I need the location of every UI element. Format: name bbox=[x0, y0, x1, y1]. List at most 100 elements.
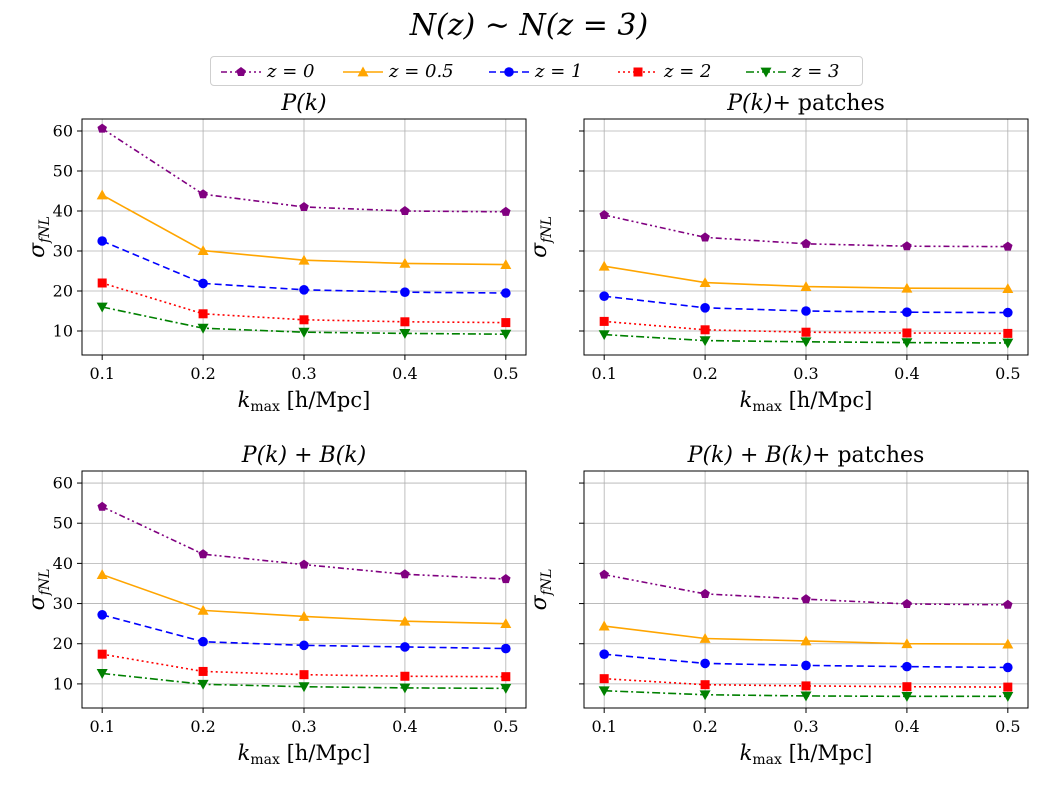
point-2-1-0 bbox=[96, 569, 108, 580]
point-3-0-2 bbox=[801, 594, 811, 604]
point-2-0-2 bbox=[299, 559, 309, 569]
legend-label-4: z = 3 bbox=[792, 61, 840, 82]
point-0-2-4 bbox=[501, 288, 511, 298]
panel-title-1: P(k)+ patches bbox=[726, 91, 885, 116]
xlabel-0: kmax [h/Mpc] bbox=[238, 388, 371, 415]
point-3-2-0 bbox=[599, 649, 609, 659]
point-3-0-3 bbox=[902, 598, 912, 609]
ytick-label-2-2: 30 bbox=[53, 594, 73, 613]
panel-title-0: P(k) bbox=[280, 91, 326, 116]
point-0-0-0 bbox=[97, 123, 107, 133]
xlabel-2: kmax [h/Mpc] bbox=[238, 741, 371, 768]
point-1-4-2 bbox=[800, 337, 812, 348]
ylabel-1: σfNL bbox=[527, 216, 555, 258]
point-1-2-2 bbox=[801, 306, 811, 316]
ylabel-2: σfNL bbox=[25, 569, 53, 611]
xtick-label-0-3: 0.4 bbox=[392, 364, 417, 383]
point-2-4-0 bbox=[96, 669, 108, 679]
xtick-label-0-2: 0.3 bbox=[291, 364, 316, 383]
xtick-label-3-1: 0.2 bbox=[692, 717, 717, 736]
point-0-4-4 bbox=[500, 329, 512, 340]
ylabel-3: σfNL bbox=[527, 569, 555, 611]
point-0-3-1 bbox=[198, 309, 208, 319]
legend-swatch-0 bbox=[221, 67, 261, 77]
point-1-1-4 bbox=[1002, 283, 1014, 293]
xlabel-3: kmax [h/Mpc] bbox=[740, 741, 873, 768]
point-1-1-2 bbox=[800, 281, 812, 291]
point-3-0-4 bbox=[1003, 599, 1013, 609]
xtick-label-2-0: 0.1 bbox=[89, 717, 114, 736]
xtick-label-3-4: 0.5 bbox=[995, 717, 1020, 736]
ytick-label-0-0: 10 bbox=[53, 322, 73, 341]
xtick-label-0-1: 0.2 bbox=[190, 364, 215, 383]
point-0-0-3 bbox=[400, 206, 410, 216]
point-3-3-4 bbox=[1003, 682, 1013, 692]
point-1-3-0 bbox=[599, 316, 609, 326]
point-3-4-4 bbox=[1002, 691, 1014, 702]
panel-0: 0.1 0.2 0.3 0.4 0.5 10 20 30 40 50 60 P(k) kmax [h/M… bbox=[25, 91, 527, 415]
point-2-2-2 bbox=[299, 640, 309, 651]
point-1-0-4 bbox=[1003, 241, 1013, 251]
point-0-3-2 bbox=[299, 315, 309, 325]
legend-swatch-4 bbox=[746, 67, 786, 78]
point-0-3-0 bbox=[97, 278, 107, 288]
point-2-0-0 bbox=[97, 501, 107, 511]
point-2-1-2 bbox=[298, 610, 310, 621]
legend-label-2: z = 1 bbox=[535, 61, 583, 82]
point-2-1-3 bbox=[399, 615, 411, 626]
panel-title-2: P(k) + B(k) bbox=[241, 443, 366, 468]
ytick-label-2-3: 40 bbox=[53, 554, 73, 573]
panel-3: 0.1 0.2 0.3 0.4 0.5 P(k) + B(k)+ patches kmax … bbox=[527, 443, 1029, 768]
point-1-1-3 bbox=[901, 282, 913, 293]
xtick-label-0-0: 0.1 bbox=[89, 364, 114, 383]
legend-swatch-2 bbox=[489, 67, 529, 77]
point-1-2-3 bbox=[902, 307, 912, 318]
point-2-4-1 bbox=[197, 679, 209, 690]
point-0-1-2 bbox=[298, 254, 310, 265]
point-1-1-1 bbox=[699, 277, 711, 287]
series-line-0-0 bbox=[101, 127, 506, 213]
point-3-4-3 bbox=[901, 691, 913, 702]
legend-item-1: z = 0.5 bbox=[341, 57, 481, 87]
xtick-label-0-4: 0.5 bbox=[493, 364, 518, 383]
point-1-0-2 bbox=[801, 238, 811, 248]
point-2-3-1 bbox=[198, 666, 208, 676]
point-2-0-1 bbox=[198, 549, 208, 559]
point-1-3-4 bbox=[1003, 328, 1013, 338]
point-0-4-1 bbox=[197, 323, 209, 334]
point-2-0-4 bbox=[501, 574, 511, 584]
legend-item-4: z = 3 bbox=[744, 57, 859, 87]
series-line-3-4 bbox=[604, 689, 1008, 698]
point-3-2-4 bbox=[1003, 662, 1013, 673]
xtick-label-2-3: 0.4 bbox=[392, 717, 417, 736]
point-1-4-1 bbox=[699, 336, 711, 347]
point-0-1-3 bbox=[399, 257, 411, 268]
legend-marker-4 bbox=[760, 67, 772, 78]
ytick-label-2-5: 60 bbox=[53, 474, 73, 493]
point-2-3-2 bbox=[299, 670, 309, 680]
point-2-3-4 bbox=[501, 672, 511, 682]
point-3-4-2 bbox=[800, 691, 812, 702]
point-3-2-2 bbox=[801, 660, 811, 671]
legend-label-0: z = 0 bbox=[267, 61, 315, 82]
legend-swatch-3 bbox=[618, 67, 658, 77]
ytick-label-2-0: 10 bbox=[53, 674, 73, 693]
point-1-3-2 bbox=[801, 327, 811, 337]
point-0-1-0 bbox=[96, 189, 108, 200]
point-1-4-0 bbox=[598, 330, 610, 341]
point-0-3-3 bbox=[400, 317, 410, 327]
point-1-0-3 bbox=[902, 241, 912, 251]
ytick-label-2-4: 50 bbox=[53, 514, 73, 533]
legend-marker-1 bbox=[357, 66, 369, 77]
point-0-0-1 bbox=[198, 189, 208, 199]
point-3-3-3 bbox=[902, 682, 912, 692]
point-1-2-1 bbox=[700, 303, 710, 313]
legend-item-3: z = 2 bbox=[616, 57, 736, 87]
xtick-label-1-0: 0.1 bbox=[591, 364, 616, 383]
xtick-label-1-4: 0.5 bbox=[995, 364, 1020, 383]
legend-marker-0 bbox=[236, 67, 246, 77]
point-2-4-3 bbox=[399, 683, 411, 694]
point-2-0-3 bbox=[400, 569, 410, 579]
point-2-2-1 bbox=[198, 636, 208, 647]
